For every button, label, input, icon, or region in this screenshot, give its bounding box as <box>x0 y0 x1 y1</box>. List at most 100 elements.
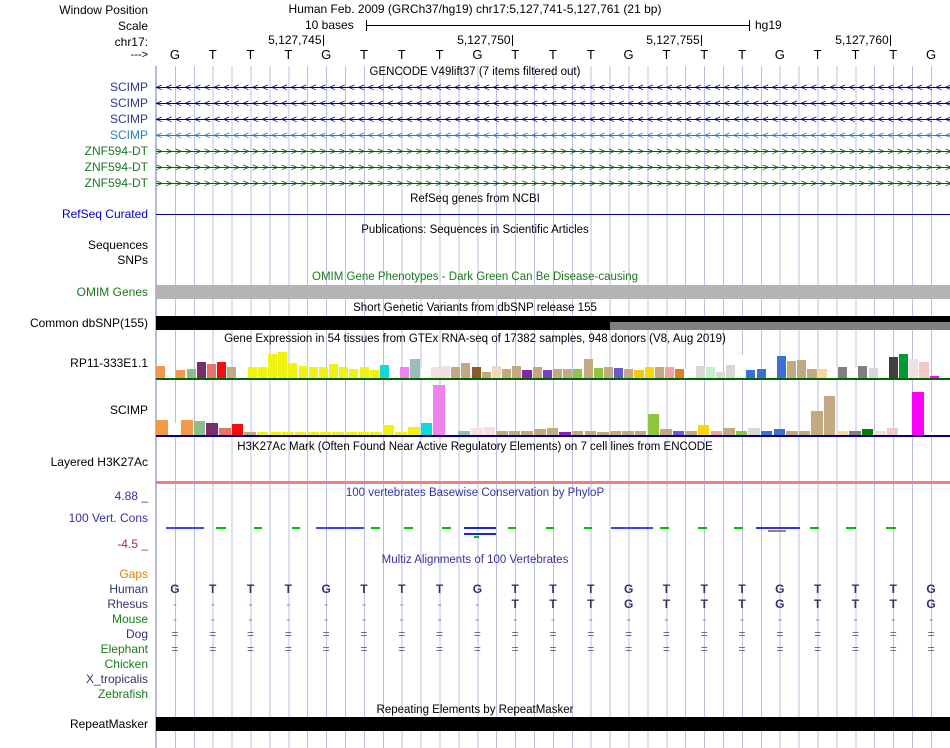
dbsnp-row[interactable]: Common dbSNP(155) <box>0 316 950 332</box>
expression-bar[interactable] <box>227 367 237 378</box>
species-alignment[interactable]: = = = = = = = = = = = = = = = = = = = = = <box>156 642 950 657</box>
publications-sequences-label[interactable]: Sequences <box>87 238 148 252</box>
gene-body[interactable]: <<<<<<<<<<<<<<<<<<<<<<<<<<<<<<<<<<<<<<<<… <box>156 80 950 96</box>
gene-body[interactable]: >>>>>>>>>>>>>>>>>>>>>>>>>>>>>>>>>>>>>>>>… <box>156 144 950 160</box>
h3k27ac-signal-line[interactable] <box>156 481 950 484</box>
h3k27ac-label[interactable]: Layered H3K27Ac <box>50 455 148 469</box>
expression-bar[interactable] <box>760 430 773 435</box>
expression-bar[interactable] <box>827 367 837 378</box>
expression-bar[interactable] <box>206 363 216 378</box>
gtex-expression-chart-rp11[interactable] <box>156 350 950 380</box>
expression-bar[interactable] <box>756 369 766 378</box>
expression-bar[interactable] <box>912 391 924 435</box>
expression-bar[interactable] <box>166 368 176 378</box>
species-alignment[interactable] <box>156 687 950 702</box>
species-label[interactable]: Dog <box>125 627 148 641</box>
expression-bar[interactable] <box>483 426 496 435</box>
dbsnp-label[interactable]: Common dbSNP(155) <box>29 316 148 330</box>
gene-body[interactable]: >>>>>>>>>>>>>>>>>>>>>>>>>>>>>>>>>>>>>>>>… <box>156 160 950 176</box>
species-alignment[interactable]: = = = = = = = = = = = = = = = = = = = = = <box>156 627 950 642</box>
expression-bar[interactable] <box>542 370 552 378</box>
expression-bar[interactable] <box>237 370 247 378</box>
omim-row[interactable]: OMIM Genes <box>0 285 950 300</box>
gene-label[interactable]: ZNF594-DT <box>84 144 148 158</box>
expression-bar[interactable] <box>675 369 685 378</box>
gene-label[interactable]: SCIMP <box>109 96 148 110</box>
expression-bar[interactable] <box>899 354 909 378</box>
multiz-species-row[interactable]: Mouse - - - - - - - - - - - - - - - - - - - - - <box>0 612 950 627</box>
repeatmasker-row[interactable]: RepeatMasker <box>0 717 950 733</box>
expression-bar[interactable] <box>308 367 318 378</box>
omim-label[interactable]: OMIM Genes <box>76 285 148 299</box>
expression-bar[interactable] <box>888 357 898 378</box>
expression-bar[interactable] <box>786 430 798 435</box>
expression-bar[interactable] <box>357 432 370 435</box>
expression-bar[interactable] <box>858 366 868 378</box>
expression-bar[interactable] <box>433 385 445 435</box>
multiz-gaps-label[interactable]: Gaps <box>119 567 148 581</box>
expression-bar[interactable] <box>193 421 206 435</box>
expression-bar[interactable] <box>370 432 382 435</box>
expression-bar[interactable] <box>244 432 256 435</box>
expression-bar[interactable] <box>546 428 559 435</box>
gencode-gene-row[interactable]: ZNF594-DT >>>>>>>>>>>>>>>>>>>>>>>>>>>>>>>… <box>0 176 950 192</box>
gene-label[interactable]: SCIMP <box>109 128 148 142</box>
expression-bar[interactable] <box>874 430 886 435</box>
expression-bar[interactable] <box>532 367 542 378</box>
expression-bar[interactable] <box>868 368 878 378</box>
expression-bar[interactable] <box>939 373 949 378</box>
expression-bar[interactable] <box>660 429 672 435</box>
expression-bar[interactable] <box>937 432 949 435</box>
expression-bar[interactable] <box>807 369 817 378</box>
expression-bar[interactable] <box>471 428 483 435</box>
gencode-gene-row[interactable]: SCIMP <<<<<<<<<<<<<<<<<<<<<<<<<<<<<<<<<<<… <box>0 128 950 144</box>
expression-bar[interactable] <box>458 430 470 435</box>
expression-bar[interactable] <box>583 358 593 378</box>
expression-bar[interactable] <box>811 411 823 435</box>
expression-bar[interactable] <box>726 365 736 378</box>
expression-bar[interactable] <box>206 422 218 435</box>
expression-bar[interactable] <box>339 367 349 378</box>
expression-bar[interactable] <box>512 366 522 378</box>
multiz-species-row[interactable]: X_tropicalis <box>0 672 950 687</box>
expression-bar[interactable] <box>400 367 410 378</box>
expression-bar[interactable] <box>705 367 715 378</box>
expression-bar[interactable] <box>534 429 546 435</box>
expression-bar[interactable] <box>278 352 288 378</box>
gencode-gene-row[interactable]: ZNF594-DT >>>>>>>>>>>>>>>>>>>>>>>>>>>>>>>… <box>0 160 950 176</box>
gene-label[interactable]: SCIMP <box>109 80 148 94</box>
species-label[interactable]: Elephant <box>100 642 148 656</box>
expression-bar[interactable] <box>496 430 508 435</box>
expression-bar[interactable] <box>672 430 685 435</box>
expression-bar[interactable] <box>715 371 725 378</box>
expression-bar[interactable] <box>787 360 797 378</box>
coordinate-ruler[interactable]: 5,127,745 5,127,750 5,127,755 5,127,760 <box>156 33 950 49</box>
gene-body[interactable]: <<<<<<<<<<<<<<<<<<<<<<<<<<<<<<<<<<<<<<<<… <box>156 112 950 128</box>
expression-bar[interactable] <box>723 428 735 435</box>
expression-bar[interactable] <box>697 425 710 435</box>
expression-bar[interactable] <box>471 367 481 378</box>
expression-bar[interactable] <box>584 430 596 435</box>
expression-bar[interactable] <box>563 369 573 378</box>
expression-bar[interactable] <box>644 367 654 378</box>
expression-bar[interactable] <box>267 353 278 378</box>
gtex-chart-label-0[interactable]: RP11-333E1.1 <box>70 356 148 370</box>
expression-bar[interactable] <box>329 363 339 378</box>
species-label[interactable]: Human <box>109 582 148 596</box>
expression-bar[interactable] <box>522 370 532 378</box>
expression-bar[interactable] <box>217 361 227 378</box>
expression-bar[interactable] <box>219 428 231 435</box>
expression-bar[interactable] <box>553 369 563 378</box>
expression-bar[interactable] <box>379 365 390 378</box>
species-label[interactable]: X_tropicalis <box>85 672 148 686</box>
expression-bar[interactable] <box>445 432 458 435</box>
expression-bar[interactable] <box>521 430 533 435</box>
multiz-species-row[interactable]: Chicken <box>0 657 950 672</box>
expression-bar[interactable] <box>886 428 899 435</box>
expression-bar[interactable] <box>369 369 379 378</box>
expression-bar[interactable] <box>695 366 705 378</box>
gtex-expression-chart-scimp[interactable] <box>156 383 950 437</box>
expression-bar[interactable] <box>359 367 369 378</box>
expression-bar[interactable] <box>748 428 760 435</box>
expression-bar[interactable] <box>451 367 461 378</box>
